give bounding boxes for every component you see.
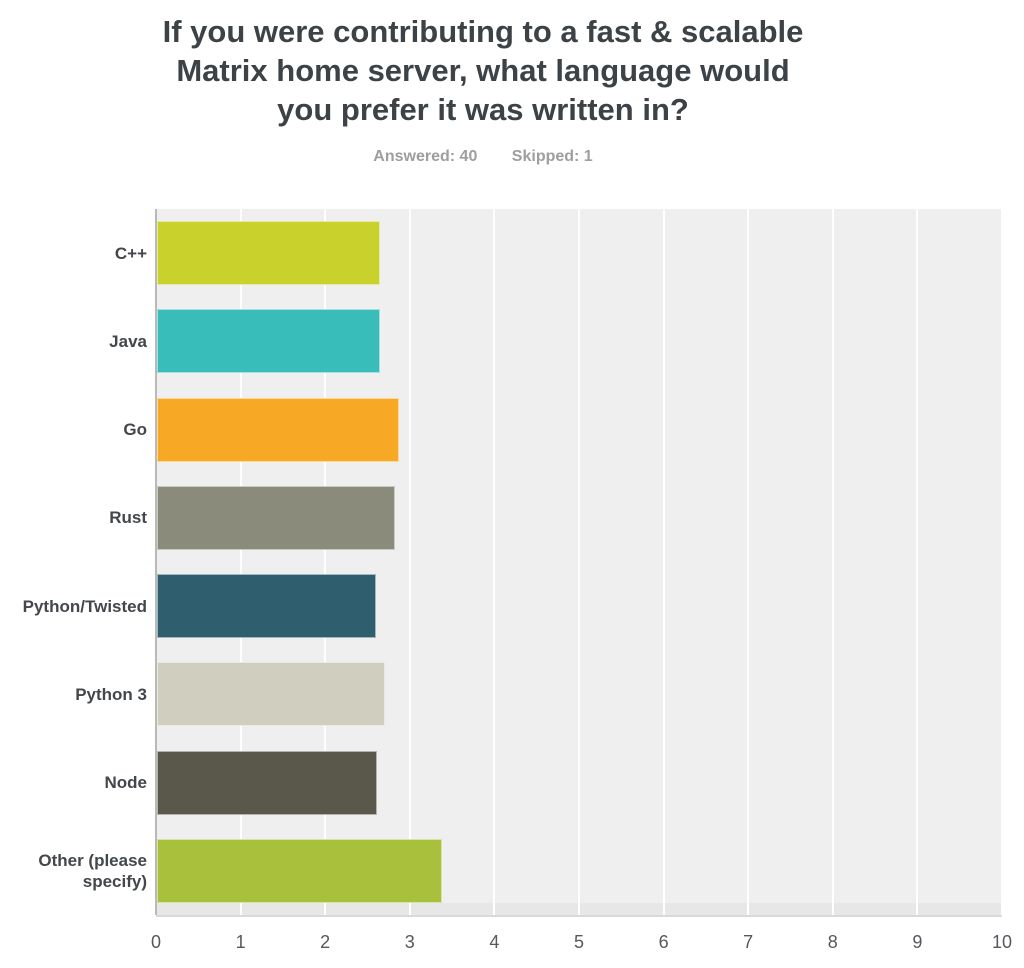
category-label-java: Java [109, 331, 147, 351]
answered-count: Answered: 40 [373, 148, 478, 165]
gridline-4 [493, 209, 496, 915]
x-tick-label-10: 10 [991, 932, 1013, 952]
x-tick-label-9: 9 [912, 932, 923, 952]
chart-row-python-3: Python 3 [0, 650, 1002, 738]
category-label-python-3: Python 3 [75, 684, 147, 704]
chart-row-python-twisted: Python/Twisted [0, 562, 1002, 650]
bar-go [157, 397, 399, 462]
gridline-7 [747, 209, 750, 915]
skipped-count: Skipped: 1 [511, 148, 593, 165]
chart-title-line: If you were contributing to a fast & sca… [162, 14, 804, 49]
bar-java [157, 309, 381, 374]
chart-title: If you were contributing to a fast & sca… [0, 0, 966, 129]
y-axis-line [155, 209, 157, 915]
bar-c [157, 221, 381, 286]
x-tick-label-6: 6 [658, 932, 669, 952]
x-tick-label-3: 3 [404, 932, 415, 952]
x-tick-label-2: 2 [320, 932, 331, 952]
chart-header: If you were contributing to a fast & sca… [0, 0, 966, 166]
chart-row-other-please-specify: Other (please specify) [0, 827, 1002, 915]
gridline-2 [324, 209, 327, 915]
x-tick-label-4: 4 [489, 932, 500, 952]
chart-row-java: Java [0, 297, 1002, 385]
gridline-10 [1001, 209, 1003, 915]
x-tick-label-1: 1 [235, 932, 246, 952]
category-label-go: Go [123, 420, 147, 440]
chart-title-line: you prefer it was written in? [277, 92, 689, 127]
x-tick-label-0: 0 [150, 932, 162, 952]
gridline-8 [831, 209, 834, 915]
x-tick-label-7: 7 [743, 932, 754, 952]
bar-rust [157, 485, 395, 550]
gridline-3 [408, 209, 411, 915]
category-label-python-twisted: Python/Twisted [22, 596, 147, 616]
chart-row-go: Go [0, 386, 1002, 474]
chart-row-node: Node [0, 739, 1002, 827]
answer-stats: Answered: 40 Skipped: 1 [0, 148, 966, 166]
bar-other-please-specify [157, 838, 442, 903]
chart-title-line: Matrix home server, what language would [176, 53, 790, 88]
gridline-1 [239, 209, 242, 915]
x-tick-label-5: 5 [573, 932, 585, 952]
gridline-9 [916, 209, 919, 915]
chart-row-rust: Rust [0, 474, 1002, 562]
bar-python-twisted [157, 574, 376, 639]
category-label-node: Node [104, 773, 148, 793]
bar-node [157, 750, 377, 815]
bar-python-3 [157, 662, 386, 727]
category-label-c: C++ [114, 243, 147, 263]
category-label-other-please-specify: Other (please specify) [38, 850, 147, 891]
gridline-5 [578, 209, 580, 915]
x-tick-label-8: 8 [827, 932, 838, 952]
chart-row-c: C++ [0, 209, 1002, 297]
gridline-6 [662, 209, 665, 915]
category-label-rust: Rust [109, 508, 147, 528]
bar-chart: 0 1 2 3 4 5 6 7 8 9 10 C++ Java Go Rust Python/Twisted P… [0, 209, 1024, 964]
